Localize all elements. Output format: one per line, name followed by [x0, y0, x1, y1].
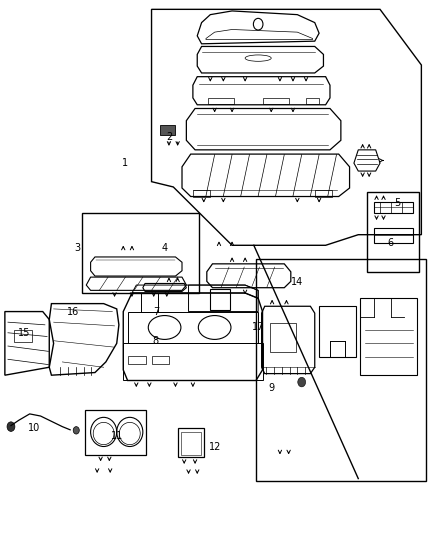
- Text: 10: 10: [28, 423, 40, 433]
- Text: 3: 3: [74, 243, 81, 253]
- Text: 11: 11: [111, 431, 123, 441]
- FancyBboxPatch shape: [160, 125, 176, 135]
- Text: 6: 6: [388, 238, 394, 248]
- Text: 14: 14: [291, 277, 304, 287]
- Text: 1: 1: [122, 158, 128, 168]
- Circle shape: [73, 426, 79, 434]
- Circle shape: [7, 422, 15, 431]
- Text: 9: 9: [268, 383, 274, 393]
- Text: 2: 2: [166, 132, 172, 142]
- Text: 12: 12: [208, 442, 221, 452]
- Text: 4: 4: [162, 243, 168, 253]
- Text: 17: 17: [252, 322, 265, 333]
- Text: 7: 7: [153, 306, 159, 317]
- Text: 15: 15: [18, 328, 31, 338]
- Text: 8: 8: [153, 336, 159, 346]
- Circle shape: [298, 377, 306, 387]
- Text: 16: 16: [67, 306, 79, 317]
- Text: 5: 5: [394, 198, 401, 208]
